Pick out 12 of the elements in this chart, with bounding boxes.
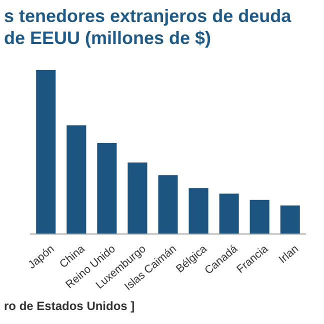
bar (250, 200, 270, 234)
bar (158, 175, 178, 234)
bar (97, 142, 117, 234)
bar (128, 162, 148, 234)
bar (280, 205, 300, 234)
bar (36, 70, 56, 234)
x-tick-label: Irlan (276, 243, 301, 266)
bar (66, 125, 86, 234)
text: ro de Estados Unidos ] (4, 299, 135, 313)
bar (188, 188, 208, 234)
chart-title: s tenedores extranjeros de deuda de EEUU (millones de $) (4, 6, 292, 48)
bar (219, 194, 239, 234)
